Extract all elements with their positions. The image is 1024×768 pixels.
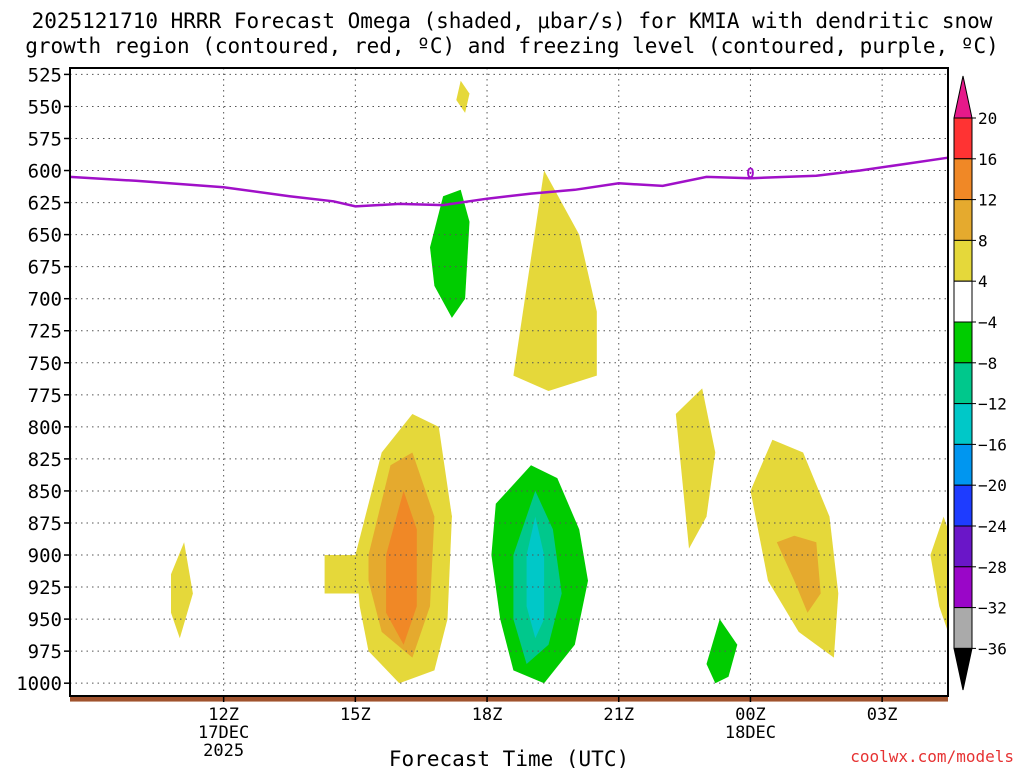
y-tick-label-725: 725: [28, 321, 62, 343]
omega-region-neg-12: [526, 516, 545, 639]
y-tick-label-600: 600: [28, 161, 62, 183]
freezing-level-line: [69, 156, 949, 208]
y-tick-label-900: 900: [28, 545, 62, 567]
surface-line: [70, 695, 948, 702]
colorbar-label-13: −36: [978, 639, 1007, 658]
x-tick-label-00Z: 00Z: [735, 705, 766, 725]
y-axis-labels: 525 550 575 600 625 650 675 700 725 750 775 800 825 8…: [16, 64, 70, 695]
y-tick-label-925: 925: [28, 577, 62, 599]
y-tick-label-575: 575: [28, 128, 62, 150]
y-tick-label-800: 800: [28, 417, 62, 439]
y-tick-label-525: 525: [28, 64, 62, 86]
x-tick-year-12Z: 2025: [203, 741, 244, 761]
colorbar-segment-9: [953, 484, 973, 527]
colorbar-segment-0: [953, 117, 973, 160]
omega-region-pos-4-g: [930, 516, 948, 632]
x-tick-label-03Z: 03Z: [867, 705, 898, 725]
y-tick-label-775: 775: [28, 385, 62, 407]
y-tick-label-850: 850: [28, 481, 62, 503]
y-tick-label-700: 700: [28, 289, 62, 311]
chart-title-line2: growth region (contoured, red, ºC) and f…: [25, 34, 999, 58]
omega-region-pos-12: [386, 490, 417, 645]
colorbar: 20 16 12 8 4 −4 −8 −12 −16 −20 −24 −28 −32 −36: [953, 75, 1007, 691]
colorbar-label-0: 20: [978, 109, 997, 128]
colorbar-segment-12: [953, 607, 973, 649]
freezing-level-layer: 0: [69, 156, 949, 208]
colorbar-segment-10: [953, 525, 973, 568]
colorbar-label-7: −12: [978, 395, 1007, 414]
omega-region-pos-4-b: [171, 542, 193, 639]
colorbar-segment-3: [953, 239, 973, 282]
colorbar-label-3: 8: [978, 231, 988, 250]
colorbar-segment-8: [953, 443, 973, 486]
omega-region-pos-4-c: [456, 80, 470, 113]
omega-region-pos-4-e: [675, 388, 716, 549]
colorbar-bottom-arrow: [953, 647, 973, 691]
y-tick-label-550: 550: [28, 96, 62, 118]
y-tick-label-675: 675: [28, 257, 62, 279]
x-tick-date-00Z: 18DEC: [725, 723, 776, 743]
freezing-level-label: 0: [746, 166, 754, 182]
credit-text: coolwx.com/models: [850, 747, 1014, 766]
colorbar-label-6: −8: [978, 354, 997, 373]
y-tick-label-875: 875: [28, 513, 62, 535]
y-tick-label-625: 625: [28, 193, 62, 215]
chart-title-line1: 2025121710 HRRR Forecast Omega (shaded, …: [32, 9, 993, 33]
colorbar-segment-7: [953, 403, 973, 445]
x-tick-label-18Z: 18Z: [472, 705, 503, 725]
x-tick-label-21Z: 21Z: [603, 705, 634, 725]
y-tick-label-1000: 1000: [16, 673, 62, 695]
colorbar-label-9: −20: [978, 476, 1007, 495]
x-tick-label-12Z: 12Z: [208, 705, 239, 725]
x-tick-date-12Z: 17DEC: [198, 723, 249, 743]
omega-region-neg-4-a: [430, 189, 470, 318]
y-tick-label-750: 750: [28, 353, 62, 375]
shaded-regions: [171, 80, 948, 684]
colorbar-label-11: −28: [978, 558, 1007, 577]
colorbar-segment-5: [953, 321, 973, 364]
y-tick-label-950: 950: [28, 609, 62, 631]
omega-region-pos-8-b: [776, 535, 821, 613]
colorbar-label-1: 16: [978, 150, 997, 169]
y-tick-label-975: 975: [28, 641, 62, 663]
y-tick-label-650: 650: [28, 225, 62, 247]
colorbar-segment-6: [953, 362, 973, 405]
colorbar-segment-11: [953, 566, 973, 609]
grid-lines: [70, 68, 948, 696]
colorbar-label-10: −24: [978, 517, 1007, 536]
colorbar-label-2: 12: [978, 191, 997, 210]
colorbar-label-8: −16: [978, 435, 1007, 454]
omega-region-neg-4-c: [706, 619, 738, 684]
colorbar-label-12: −32: [978, 599, 1007, 618]
colorbar-segment-1: [953, 158, 973, 201]
x-tick-label-15Z: 15Z: [340, 705, 371, 725]
colorbar-label-4: 4: [978, 272, 988, 291]
colorbar-segment-4: [953, 280, 973, 323]
omega-region-pos-4-d: [513, 170, 597, 391]
y-tick-label-825: 825: [28, 449, 62, 471]
colorbar-label-5: −4: [978, 313, 997, 332]
omega-region-pos-4-h: [324, 555, 365, 594]
x-axis-title: Forecast Time (UTC): [389, 747, 629, 768]
plot-frame: [69, 67, 949, 697]
colorbar-segment-2: [953, 199, 973, 241]
